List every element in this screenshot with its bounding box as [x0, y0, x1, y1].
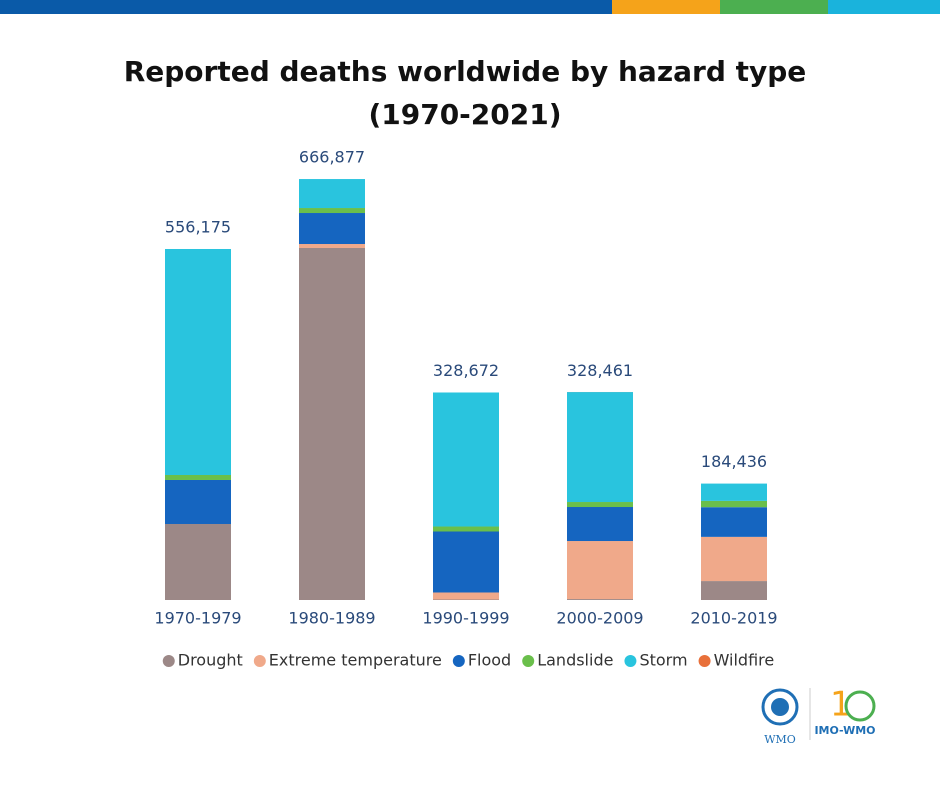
bar-segment	[299, 179, 365, 209]
bar-segment	[433, 392, 499, 527]
legend-label: Flood	[468, 651, 511, 670]
x-tick-label: 1990-1999	[422, 609, 509, 628]
legend-marker	[522, 655, 535, 667]
imo-text: IMO-WMO	[814, 724, 875, 737]
wmo-logo: WMO 1 IMO-WMO	[761, 685, 876, 746]
legend-marker	[162, 655, 175, 667]
legend-label: Landslide	[537, 651, 613, 670]
bar-segment	[567, 392, 633, 503]
bar-segment	[701, 507, 767, 537]
x-tick-label: 2010-2019	[690, 609, 777, 628]
stripe	[720, 0, 828, 14]
bar-segment	[299, 208, 365, 214]
stripe	[612, 0, 720, 14]
bar-segment	[165, 248, 231, 476]
bar-segment	[567, 507, 633, 542]
x-tick-label: 1970-1979	[154, 609, 241, 628]
legend-marker	[253, 655, 266, 667]
bar-segment	[165, 523, 231, 600]
total-label: 184,436	[701, 452, 767, 471]
stripe	[828, 0, 940, 14]
total-label: 666,877	[299, 148, 365, 167]
legend-label: Drought	[178, 651, 243, 670]
total-label: 328,672	[433, 361, 499, 380]
bar-segment	[701, 536, 767, 582]
legend-marker	[624, 655, 637, 667]
legend-label: Extreme temperature	[269, 651, 442, 670]
total-label: 328,461	[567, 361, 633, 380]
legend-marker	[452, 655, 465, 667]
wmo-text: WMO	[764, 733, 796, 746]
bar-segment	[299, 244, 365, 248]
bar-segment	[433, 592, 499, 600]
bar-segment	[165, 475, 231, 480]
total-label: 556,175	[165, 217, 231, 236]
bar-segment	[165, 479, 231, 524]
logo-150: 1	[830, 685, 852, 725]
legend-marker	[698, 655, 711, 667]
bar-segment	[701, 581, 767, 600]
x-tick-label: 2000-2009	[556, 609, 643, 628]
chart-title: Reported deaths worldwide by hazard type…	[123, 55, 807, 131]
bar-segment	[299, 213, 365, 245]
bar-segment	[701, 483, 767, 501]
legend-label: Storm	[639, 651, 687, 670]
bar-segment	[433, 526, 499, 532]
x-tick-label: 1980-1989	[288, 609, 375, 628]
legend-label: Wildfire	[714, 651, 775, 670]
bar-segment	[433, 599, 499, 600]
bar-segment	[701, 500, 767, 508]
bar-segment	[299, 247, 365, 600]
stripe	[0, 0, 612, 14]
bar-segment	[433, 531, 499, 593]
bar-segment	[567, 541, 633, 600]
bar-segment	[567, 599, 633, 600]
bar-segment	[567, 502, 633, 508]
